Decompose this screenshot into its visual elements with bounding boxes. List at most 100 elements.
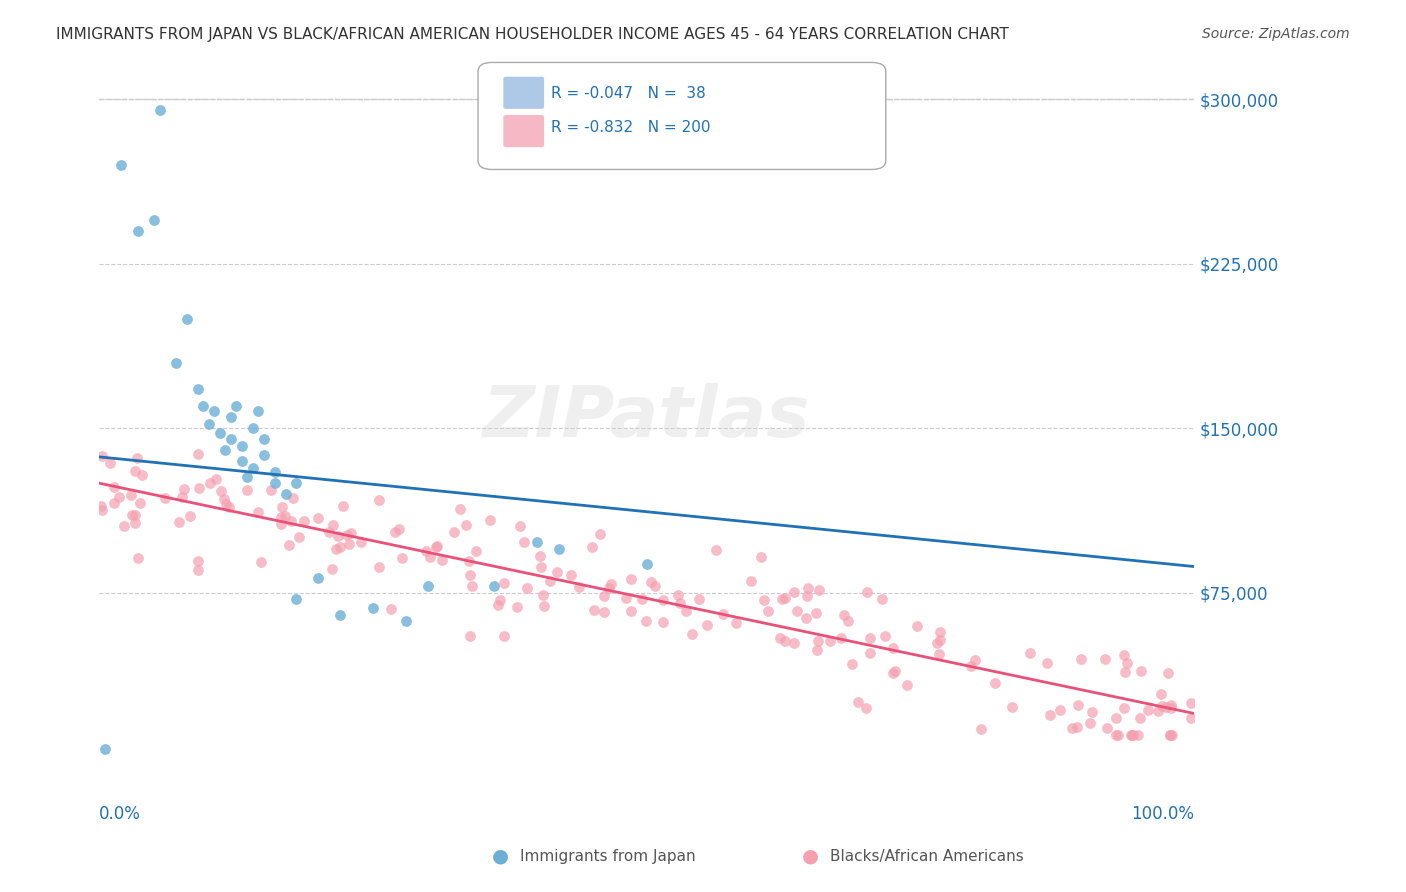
Point [458,567,481,582]
Point [593,605,616,619]
Point [882,641,904,656]
Text: 100.0%: 100.0% [1132,805,1195,823]
Point [167,515,190,529]
Point [756,604,779,618]
Point [361,601,384,615]
Point [187,563,209,577]
Point [1094,652,1116,666]
Point [328,529,350,543]
Point [1180,696,1202,710]
Point [882,666,904,681]
Point [1114,648,1136,662]
Point [807,582,830,597]
Point [219,410,242,425]
Point [187,447,209,461]
Point [773,591,796,606]
Point [337,537,360,551]
Point [231,439,253,453]
Point [252,433,274,447]
Point [1114,701,1136,715]
Point [170,490,193,504]
Point [740,574,762,588]
Point [176,311,198,326]
Point [124,516,146,531]
Point [121,508,143,523]
Point [1049,703,1071,717]
Point [969,722,991,736]
Point [1161,729,1184,743]
Point [270,517,292,532]
Point [783,585,806,599]
Point [1152,699,1174,714]
Point [332,499,354,513]
Point [120,488,142,502]
Point [620,604,643,618]
Point [560,568,582,582]
Point [280,514,302,528]
Point [1129,711,1152,725]
Point [796,589,818,603]
Point [278,538,301,552]
Point [1180,711,1202,725]
Point [588,526,610,541]
Point [651,615,673,629]
Point [1159,729,1181,743]
Point [668,596,690,610]
Point [786,603,808,617]
Point [1001,700,1024,714]
Point [640,575,662,590]
Point [143,213,166,227]
Point [841,657,863,672]
Point [125,450,148,465]
Point [425,541,447,555]
Point [274,487,297,501]
Point [1060,721,1083,735]
Point [928,647,950,661]
Point [873,629,896,643]
Point [242,461,264,475]
Point [1129,664,1152,678]
Point [247,404,270,418]
Point [489,592,512,607]
Point [270,500,292,514]
Point [260,483,283,497]
Point [128,495,150,509]
Point [772,591,794,606]
Point [329,540,352,554]
Point [1066,721,1088,735]
Point [461,579,484,593]
Point [492,629,515,643]
Point [112,518,135,533]
Point [1105,729,1128,743]
Text: ●: ● [801,847,818,866]
Point [1114,665,1136,680]
Point [193,400,215,414]
Point [479,513,502,527]
Point [456,518,478,533]
Point [231,454,253,468]
Point [548,541,571,556]
Point [103,479,125,493]
Point [797,581,820,595]
Point [388,522,411,536]
Point [529,549,551,563]
Point [1146,704,1168,718]
Point [794,611,817,625]
Point [415,544,437,558]
Point [855,700,877,714]
Point [1157,665,1180,680]
Point [581,540,603,554]
Point [1036,657,1059,671]
Point [198,417,221,431]
Point [583,602,606,616]
Point [281,491,304,506]
Point [830,632,852,646]
Point [636,558,658,572]
Point [131,468,153,483]
Point [225,400,247,414]
Point [336,528,359,542]
Point [179,508,201,523]
Point [652,593,675,607]
Point [513,535,536,549]
Point [127,551,149,566]
